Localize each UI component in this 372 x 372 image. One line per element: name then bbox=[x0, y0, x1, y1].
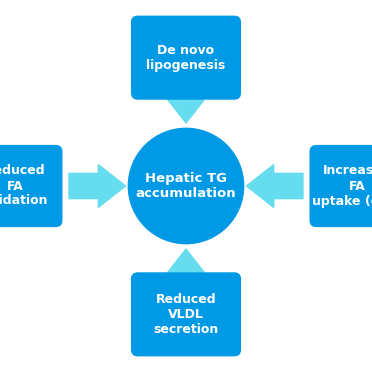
FancyBboxPatch shape bbox=[131, 272, 241, 356]
FancyBboxPatch shape bbox=[310, 145, 372, 227]
FancyBboxPatch shape bbox=[131, 16, 241, 100]
Text: De novo
lipogenesis: De novo lipogenesis bbox=[146, 44, 226, 72]
Circle shape bbox=[128, 128, 244, 244]
Text: Increased
FA
uptake (ob...: Increased FA uptake (ob... bbox=[312, 164, 372, 208]
Text: Hepatic TG
accumulation: Hepatic TG accumulation bbox=[136, 172, 236, 200]
FancyBboxPatch shape bbox=[0, 145, 62, 227]
Text: Reduced
VLDL
secretion: Reduced VLDL secretion bbox=[153, 293, 219, 336]
Text: Reduced
FA
oxidation: Reduced FA oxidation bbox=[0, 164, 48, 208]
